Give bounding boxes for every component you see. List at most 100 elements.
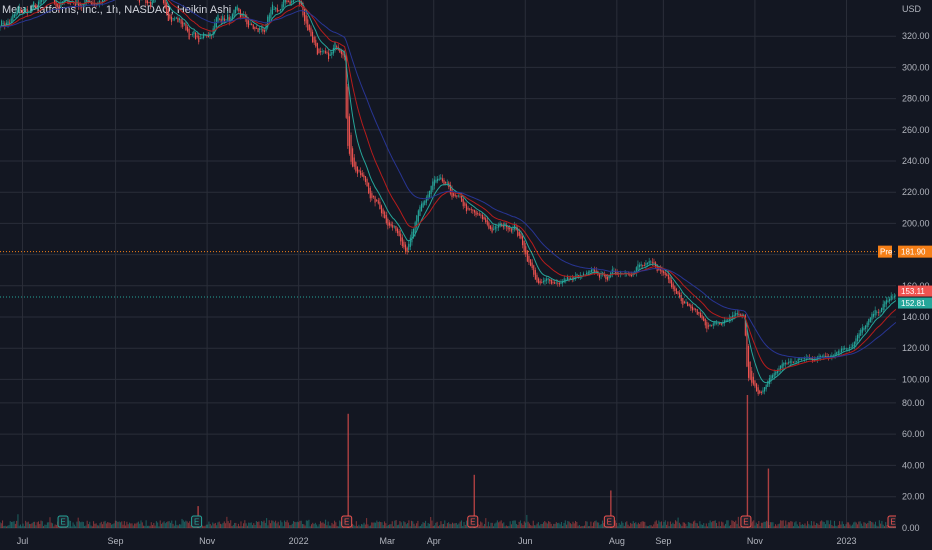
candle-body — [780, 365, 782, 371]
volume-bar — [39, 524, 41, 528]
candle-body — [760, 391, 762, 393]
candle-body — [291, 0, 293, 4]
volume-bar — [182, 520, 184, 528]
volume-bar — [717, 526, 719, 528]
candle-body — [12, 14, 14, 21]
candle-body — [603, 273, 605, 277]
candle-body — [435, 179, 437, 183]
candle-body — [281, 4, 283, 10]
candle-body — [744, 315, 746, 336]
candle-body — [313, 37, 315, 43]
pre-market-label: Pre — [880, 248, 893, 257]
candle-body — [885, 300, 887, 305]
volume-bar — [558, 522, 560, 528]
candle-body — [320, 51, 322, 53]
volume-bar — [357, 526, 359, 528]
time-tick-label: Aug — [609, 536, 625, 546]
candle-body — [802, 358, 804, 360]
candle-body — [225, 19, 227, 21]
candle-body — [271, 4, 274, 14]
volume-bar — [532, 520, 534, 528]
candle-body — [416, 215, 418, 228]
candle-body — [371, 193, 373, 199]
candle-body — [379, 201, 381, 209]
volume-bar — [240, 521, 242, 528]
volume-bar — [122, 524, 124, 528]
candle-body — [598, 272, 601, 278]
volume-bar — [295, 522, 297, 528]
volume-bar — [635, 522, 637, 528]
volume-bar — [669, 521, 671, 528]
volume-bar — [557, 523, 559, 528]
volume-bar — [760, 522, 762, 528]
volume-bar — [563, 522, 565, 528]
volume-bar — [766, 520, 768, 528]
volume-bar — [158, 526, 160, 528]
volume-bar — [878, 520, 880, 528]
candle-body — [746, 325, 748, 367]
price-tick-label: 140.00 — [902, 312, 930, 322]
volume-bar — [551, 526, 553, 528]
volume-bar — [721, 521, 723, 528]
volume-bar — [777, 524, 779, 528]
volume-bar — [175, 520, 177, 528]
candle-body — [318, 48, 320, 54]
volume-bar — [619, 524, 621, 528]
volume-bar — [368, 525, 370, 528]
previous-price: 153.11 — [901, 287, 925, 296]
candle-body — [796, 360, 798, 362]
candle-body — [408, 243, 410, 250]
candle-body — [892, 297, 894, 299]
candle-body — [385, 214, 387, 224]
candle-body — [146, 0, 149, 4]
volume-bar — [553, 523, 555, 528]
candle-body — [605, 274, 607, 280]
volume-bar — [695, 523, 697, 528]
volume-bar — [573, 523, 575, 528]
candle-body — [839, 351, 841, 353]
candle-body — [4, 23, 6, 27]
candle-body — [150, 2, 152, 8]
volume-bar — [362, 524, 364, 528]
candle-body — [356, 166, 358, 174]
candle-body — [92, 2, 94, 5]
candle-body — [475, 211, 477, 216]
volume-bar — [676, 521, 678, 528]
candle-body — [194, 32, 197, 40]
volume-bar — [627, 524, 629, 528]
volume-bar — [691, 523, 693, 528]
candle-body — [765, 384, 767, 390]
volume-bar — [560, 521, 562, 528]
volume-bar — [366, 518, 368, 528]
volume-bar — [659, 522, 661, 528]
volume-bar — [881, 520, 883, 528]
candle-body — [279, 9, 282, 11]
candle-body — [352, 148, 354, 167]
candle-body — [414, 222, 416, 233]
volume-bar — [228, 523, 230, 528]
volume-tick-label: 0.00 — [902, 523, 920, 533]
volume-bar — [25, 520, 27, 528]
candle-body — [685, 301, 687, 303]
candle-body — [889, 298, 891, 302]
candle-body — [810, 357, 812, 360]
candle-body — [292, 0, 294, 3]
volume-bar — [104, 520, 106, 528]
candle-body — [302, 3, 304, 16]
volume-bar — [244, 520, 246, 528]
candle-body — [276, 8, 278, 12]
volume-bar — [863, 522, 865, 528]
volume-bar — [549, 521, 551, 528]
candle-body — [717, 322, 719, 324]
volume-bar — [316, 524, 318, 528]
volume-bar — [7, 525, 9, 528]
volume-bar — [489, 526, 491, 528]
candle-body — [772, 375, 774, 379]
candle-body — [31, 5, 33, 12]
candle-body — [582, 273, 585, 276]
candle-body — [866, 322, 868, 328]
candle-body — [573, 276, 575, 279]
candle-body — [206, 35, 208, 37]
candle-body — [671, 280, 673, 288]
